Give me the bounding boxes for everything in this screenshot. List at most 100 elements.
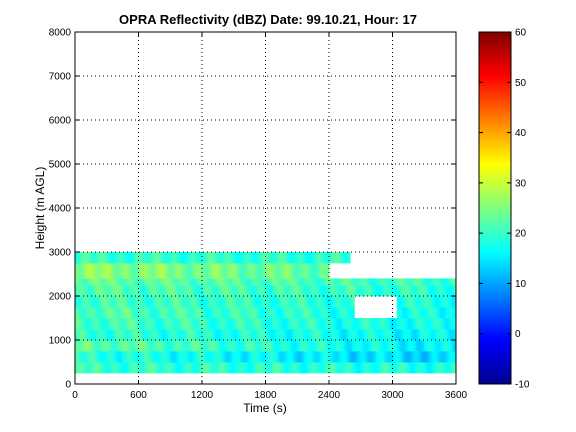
reflectivity-cell — [178, 307, 182, 319]
reflectivity-cell — [343, 307, 347, 319]
reflectivity-cell — [326, 252, 330, 264]
reflectivity-cell — [85, 263, 89, 279]
reflectivity-cell — [157, 351, 161, 363]
reflectivity-cell — [329, 340, 332, 352]
reflectivity-cell — [388, 329, 391, 341]
reflectivity-cell — [100, 285, 103, 297]
reflectivity-cell — [166, 351, 169, 363]
reflectivity-cell — [85, 329, 89, 341]
reflectivity-cell — [335, 252, 338, 264]
reflectivity-cell — [119, 318, 122, 330]
reflectivity-cell — [218, 318, 222, 330]
reflectivity-cell — [379, 362, 383, 374]
reflectivity-cell — [367, 278, 370, 286]
reflectivity-cell — [197, 263, 201, 279]
reflectivity-cell — [329, 318, 332, 330]
reflectivity-cell — [121, 318, 125, 330]
reflectivity-cell — [373, 285, 376, 297]
reflectivity-cell — [343, 318, 347, 330]
reflectivity-cell — [254, 252, 258, 264]
reflectivity-cell — [155, 296, 158, 308]
reflectivity-cell — [350, 351, 353, 363]
reflectivity-cell — [197, 362, 201, 374]
reflectivity-cell — [206, 252, 209, 264]
reflectivity-cell — [297, 278, 300, 286]
reflectivity-cell — [381, 362, 385, 374]
reflectivity-cell — [320, 362, 324, 374]
reflectivity-cell — [312, 307, 315, 319]
reflectivity-cell — [259, 340, 262, 352]
reflectivity-cell — [91, 362, 95, 374]
reflectivity-cell — [403, 278, 406, 286]
reflectivity-cell — [168, 285, 171, 297]
reflectivity-cell — [398, 329, 402, 341]
reflectivity-cell — [237, 278, 241, 286]
reflectivity-cell — [237, 362, 241, 374]
reflectivity-cell — [96, 263, 99, 279]
reflectivity-cell — [248, 351, 252, 363]
reflectivity-cell — [278, 263, 281, 279]
reflectivity-cell — [297, 263, 300, 279]
reflectivity-cell — [312, 329, 315, 341]
reflectivity-cell — [411, 340, 415, 352]
reflectivity-cell — [108, 252, 112, 264]
reflectivity-cell — [278, 362, 281, 374]
reflectivity-cell — [110, 263, 114, 279]
reflectivity-cell — [290, 362, 294, 374]
reflectivity-cell — [312, 318, 315, 330]
reflectivity-cell — [331, 351, 334, 363]
reflectivity-cell — [75, 252, 78, 264]
reflectivity-cell — [432, 307, 436, 319]
reflectivity-cell — [320, 340, 324, 352]
reflectivity-cell — [237, 351, 241, 363]
reflectivity-cell — [352, 329, 355, 341]
reflectivity-cell — [377, 278, 381, 286]
reflectivity-cell — [413, 329, 417, 341]
reflectivity-cell — [146, 263, 150, 279]
reflectivity-cell — [142, 263, 146, 279]
reflectivity-cell — [324, 278, 328, 286]
reflectivity-cell — [314, 362, 317, 374]
reflectivity-cell — [405, 329, 408, 341]
reflectivity-cell — [91, 285, 95, 297]
x-tick-label: 1800 — [254, 390, 277, 401]
reflectivity-cell — [276, 318, 279, 330]
reflectivity-cell — [163, 263, 167, 279]
reflectivity-cell — [117, 329, 120, 341]
reflectivity-cell — [180, 318, 184, 330]
reflectivity-cell — [280, 329, 283, 341]
reflectivity-cell — [193, 296, 197, 308]
reflectivity-cell — [288, 340, 292, 352]
reflectivity-cell — [151, 340, 154, 352]
reflectivity-cell — [172, 252, 175, 264]
reflectivity-cell — [246, 285, 249, 297]
reflectivity-cell — [411, 296, 415, 308]
reflectivity-cell — [85, 307, 89, 319]
reflectivity-cell — [206, 318, 209, 330]
reflectivity-cell — [127, 307, 131, 319]
reflectivity-cell — [159, 252, 163, 264]
reflectivity-cell — [94, 362, 97, 374]
reflectivity-cell — [297, 307, 300, 319]
reflectivity-cell — [377, 318, 381, 330]
reflectivity-cell — [305, 362, 309, 374]
reflectivity-cell — [354, 278, 357, 286]
reflectivity-cell — [261, 362, 264, 374]
reflectivity-cell — [388, 318, 391, 330]
reflectivity-cell — [216, 307, 220, 319]
reflectivity-cell — [98, 340, 101, 352]
reflectivity-cell — [136, 307, 139, 319]
reflectivity-cell — [153, 278, 156, 286]
reflectivity-cell — [77, 278, 80, 286]
reflectivity-cell — [276, 351, 279, 363]
reflectivity-cell — [144, 252, 148, 264]
reflectivity-cell — [428, 296, 431, 308]
reflectivity-cell — [280, 307, 283, 319]
reflectivity-cell — [293, 340, 296, 352]
reflectivity-cell — [108, 296, 112, 308]
reflectivity-cell — [174, 318, 177, 330]
reflectivity-cell — [358, 329, 362, 341]
reflectivity-cell — [244, 318, 247, 330]
reflectivity-cell — [436, 318, 440, 330]
reflectivity-cell — [170, 329, 173, 341]
